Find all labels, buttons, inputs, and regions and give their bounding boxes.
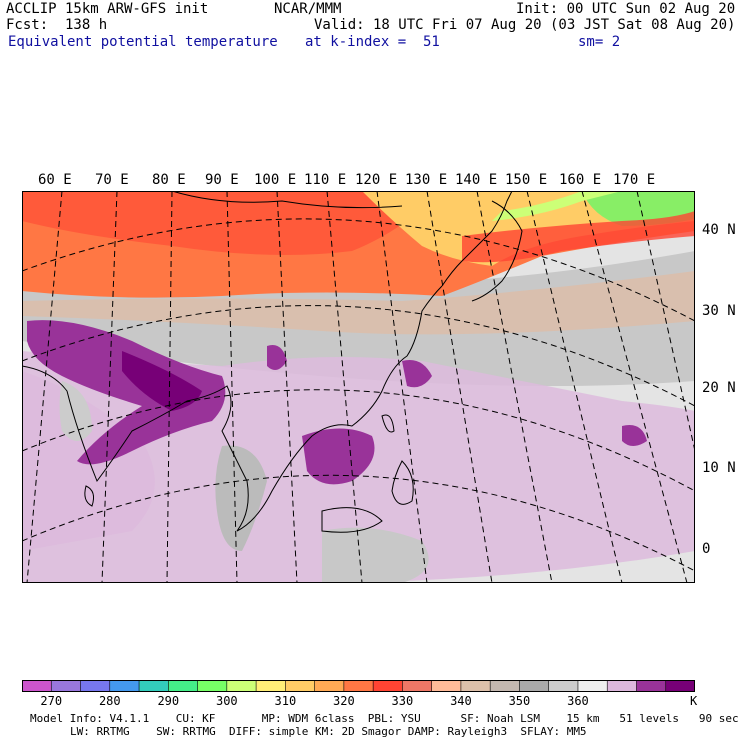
colorbar-swatch xyxy=(577,680,609,692)
field-name: Equivalent potential temperature xyxy=(8,34,278,50)
colorbar-tick-label: 280 xyxy=(98,694,121,708)
lon-label: 130 E xyxy=(405,172,448,188)
field-green-patch xyxy=(582,191,695,226)
lat-label: 20 N xyxy=(702,380,736,396)
colorbar-tick-label: 310 xyxy=(274,694,297,708)
lon-label: 90 E xyxy=(205,172,239,188)
model-title: ACCLIP 15km ARW-GFS init xyxy=(6,1,209,17)
model-info-line1: Model Info: V4.1.1 CU: KF MP: WDM 6class… xyxy=(30,712,739,725)
colorbar-unit: K xyxy=(690,694,698,708)
colorbar-tick-label: 320 xyxy=(333,694,355,708)
colorbar-swatch xyxy=(314,680,345,692)
colorbar-tick-label: 270 xyxy=(40,694,63,708)
model-info-line2: LW: RRTMG SW: RRTMG DIFF: simple KM: 2D … xyxy=(70,725,587,738)
colorbar-swatch xyxy=(197,680,228,692)
colorbar-swatch xyxy=(519,680,550,692)
field-gray-india xyxy=(59,381,92,441)
lon-label: 110 E xyxy=(304,172,347,188)
lon-label: 160 E xyxy=(559,172,602,188)
organization: NCAR/MMM xyxy=(274,1,342,17)
lon-label: 140 E xyxy=(455,172,498,188)
colorbar-frame xyxy=(22,680,695,692)
field-gray-indonesia xyxy=(322,527,429,583)
colorbar xyxy=(22,680,695,692)
colorbar-swatch xyxy=(138,680,170,692)
map-border xyxy=(22,191,695,583)
field-purple-scs xyxy=(302,428,375,485)
colorbar-tick-label: 360 xyxy=(567,694,589,708)
colorbar-swatch xyxy=(489,680,521,692)
field-purple-patch xyxy=(402,360,432,388)
colorbar-swatch xyxy=(80,680,111,692)
colorbar-swatch xyxy=(460,680,491,692)
lon-label: 120 E xyxy=(355,172,398,188)
graticule xyxy=(22,191,695,583)
colorbar-tick-label: 290 xyxy=(157,694,180,708)
colorbar-tick-label: 300 xyxy=(215,694,238,708)
lat-label: 40 N xyxy=(702,222,736,238)
field-red-strip xyxy=(462,211,695,263)
field-gray-indochina xyxy=(215,445,267,551)
colorbar-tick-label: 330 xyxy=(391,694,414,708)
field-purple-patch xyxy=(267,345,287,370)
colorbar-tick-label: 350 xyxy=(508,694,531,708)
level-index: at k-index = 51 xyxy=(305,34,440,50)
colorbar-swatch xyxy=(226,680,257,692)
lat-label: 30 N xyxy=(702,303,736,319)
init-time: Init: 00 UTC Sun 02 Aug 20 xyxy=(516,1,736,17)
colorbar-swatch xyxy=(372,680,404,692)
theta-e-map xyxy=(22,191,695,583)
colorbar-swatch xyxy=(606,680,638,692)
colorbar-swatch xyxy=(109,680,140,692)
colorbar-swatch xyxy=(255,680,287,692)
colorbar-swatch xyxy=(548,680,579,692)
colorbar-swatch xyxy=(22,680,53,692)
colorbar-swatch xyxy=(431,680,462,692)
colorbar-swatch xyxy=(285,680,316,692)
colorbar-swatch xyxy=(665,680,695,692)
colorbar-swatch xyxy=(402,680,433,692)
lon-label: 60 E xyxy=(38,172,72,188)
lat-label: 0 xyxy=(702,541,711,557)
valid-time: Valid: 18 UTC Fri 07 Aug 20 (03 JST Sat … xyxy=(314,17,736,33)
colorbar-swatch xyxy=(343,680,374,692)
lon-label: 70 E xyxy=(95,172,129,188)
field-purple-india xyxy=(27,320,226,465)
lon-label: 100 E xyxy=(254,172,297,188)
lon-label: 150 E xyxy=(505,172,548,188)
colorbar-tick-label: 340 xyxy=(450,694,472,708)
smoothing: sm= 2 xyxy=(578,34,621,50)
field-tan-band xyxy=(22,271,695,335)
colorbar-swatch xyxy=(636,680,667,692)
colorbar-swatch xyxy=(168,680,199,692)
forecast-hour: Fcst: 138 h xyxy=(6,17,108,33)
field-darkpurple-core xyxy=(122,351,202,411)
field-lime-strip xyxy=(492,191,622,221)
coastlines xyxy=(22,191,523,533)
lon-label: 170 E xyxy=(613,172,656,188)
lat-label: 10 N xyxy=(702,460,736,476)
lon-label: 80 E xyxy=(152,172,186,188)
field-purple-patch xyxy=(622,425,647,446)
colorbar-swatch xyxy=(50,680,82,692)
